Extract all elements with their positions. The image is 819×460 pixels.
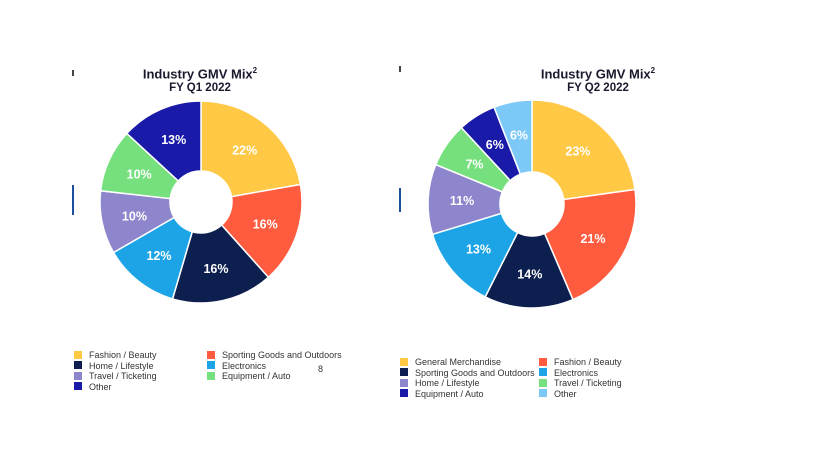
slide-tick-mark	[72, 70, 74, 76]
chart-panel-q1: Industry GMV Mix2 FY Q1 2022 22% 16% 16% 12…	[0, 0, 400, 460]
page-number: 8	[318, 364, 324, 374]
slice-value-label: 22%	[232, 143, 257, 157]
legend-swatch	[539, 389, 547, 398]
legend-item-sporting-goods-and-outdoors: Sporting Goods and Outdoors	[207, 350, 342, 361]
legend-swatch	[207, 350, 215, 359]
chart-panel-q2: Industry GMV Mix2 FY Q2 2022 23% 21% 14% 13…	[400, 0, 800, 460]
legend-label: Fashion / Beauty	[554, 357, 622, 367]
slice-fashion-beauty	[200, 100, 302, 198]
slice-sporting-goods-and-outdoors	[484, 231, 574, 309]
slice-value-label: 12%	[146, 249, 171, 263]
slice-value-label: 16%	[203, 262, 228, 276]
legend-item-equipment-auto: Equipment / Auto	[207, 371, 291, 382]
slice-value-label: 13%	[161, 133, 186, 147]
legend-item-home-lifestyle: Home / Lifestyle	[74, 361, 154, 372]
legend-label: Home / Lifestyle	[415, 378, 480, 388]
slice-other	[493, 99, 533, 176]
slice-value-label: 7%	[465, 158, 483, 172]
legend-item-sporting-goods-and-outdoors: Sporting Goods and Outdoors	[400, 368, 535, 379]
legend-swatch	[400, 368, 408, 377]
slice-fashion-beauty	[543, 188, 637, 301]
chart-title: Industry GMV Mix2	[540, 66, 656, 82]
slice-value-label: 6%	[510, 129, 528, 143]
slice-other	[125, 100, 202, 183]
donut-chart: 22% 16% 16% 12% 10% 10% 13%	[99, 100, 303, 304]
slice-value-label: 14%	[517, 267, 542, 281]
legend-item-fashion-beauty: Fashion / Beauty	[74, 350, 157, 361]
legend-label: Fashion / Beauty	[89, 350, 157, 360]
legend-label: Travel / Ticketing	[89, 371, 157, 381]
legend-label: General Merchandise	[415, 357, 502, 367]
legend-item-fashion-beauty: Fashion / Beauty	[539, 357, 622, 368]
donut-chart: 23%21%14%13%11%7%6%6%	[427, 99, 637, 309]
legend-label: Other	[554, 388, 577, 399]
chart-subtitle: FY Q2 2022	[567, 82, 629, 94]
legend-label: Equipment / Auto	[415, 388, 484, 399]
legend-swatch	[539, 368, 547, 377]
slice-value-label: 6%	[486, 138, 504, 152]
slice-value-label: 23%	[565, 145, 590, 159]
legend-swatch	[400, 378, 408, 387]
slide-edge-mark	[399, 188, 401, 212]
legend-label: Equipment / Auto	[222, 371, 291, 381]
slice-value-label: 11%	[450, 194, 474, 208]
legend-label: Electronics	[554, 367, 599, 378]
legend-swatch	[74, 371, 82, 380]
chart-subtitle: FY Q1 2022	[169, 82, 231, 94]
legend-item-travel-ticketing: Travel / Ticketing	[539, 378, 622, 389]
legend-swatch	[74, 361, 82, 370]
legend-swatch	[74, 382, 82, 391]
legend-item-general-merchandise: General Merchandise	[400, 357, 501, 368]
legend-label: Other	[89, 381, 112, 392]
slice-value-label: 10%	[127, 167, 152, 181]
legend-swatch	[400, 357, 408, 366]
legend-swatch	[74, 350, 82, 359]
slice-sporting-goods-and-outdoors	[220, 183, 303, 279]
legend-item-travel-ticketing: Travel / Ticketing	[74, 371, 157, 382]
slice-value-label: 10%	[122, 209, 147, 223]
legend-item-equipment-auto: Equipment / Auto	[400, 389, 484, 400]
legend-label: Electronics	[222, 360, 267, 371]
slice-value-label: 21%	[580, 232, 605, 246]
legend-item-electronics: Electronics	[539, 368, 598, 379]
legend-swatch	[539, 357, 547, 366]
legend-item-home-lifestyle: Home / Lifestyle	[400, 378, 480, 389]
legend-label: Sporting Goods and Outdoors	[415, 367, 535, 378]
legend-item-electronics: Electronics	[207, 361, 266, 372]
slice-home-lifestyle	[171, 224, 270, 304]
slide-edge-mark	[72, 185, 74, 215]
legend-item-other: Other	[539, 389, 577, 400]
slice-general-merchandise	[531, 99, 636, 201]
slice-value-label: 13%	[466, 243, 491, 257]
legend-label: Sporting Goods and Outdoors	[222, 350, 342, 360]
chart-title: Industry GMV Mix2	[142, 66, 258, 82]
slice-value-label: 16%	[253, 218, 278, 232]
legend-swatch	[400, 389, 408, 398]
legend-swatch	[207, 371, 215, 380]
slide-tick-mark	[399, 66, 401, 72]
legend-label: Home / Lifestyle	[89, 360, 154, 371]
legend-swatch	[207, 361, 215, 370]
legend-label: Travel / Ticketing	[554, 378, 622, 388]
legend-item-other: Other	[74, 382, 112, 393]
legend-swatch	[539, 378, 547, 387]
